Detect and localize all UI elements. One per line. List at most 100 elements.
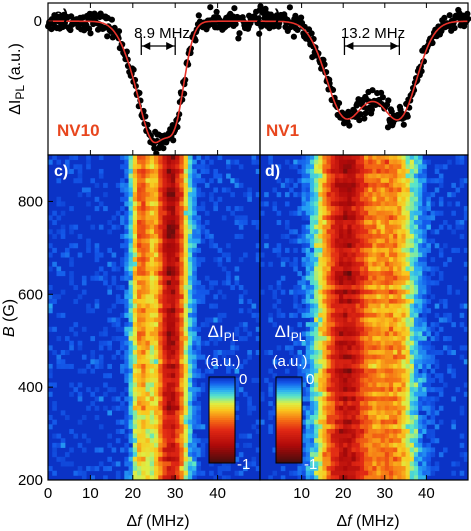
heatmap-cell — [430, 354, 436, 360]
heatmap-cell — [355, 396, 361, 402]
heatmap-cell — [162, 247, 168, 253]
heatmap-cell — [322, 243, 327, 249]
heatmap-cell — [364, 187, 369, 193]
heatmap-cell — [347, 224, 352, 230]
heatmap-cell — [137, 396, 142, 402]
heatmap-cell — [380, 424, 386, 430]
heatmap-cell — [459, 233, 465, 239]
heatmap-cell — [64, 336, 70, 342]
heatmap-cell — [183, 447, 189, 453]
heatmap-cell — [111, 266, 117, 272]
heatmap-cell — [343, 275, 348, 281]
heatmap-cell — [393, 359, 398, 365]
heatmap-cell — [162, 340, 168, 346]
heatmap-cell — [158, 187, 163, 193]
heatmap-cell — [418, 415, 423, 421]
heatmap-cell — [149, 280, 155, 286]
heatmap-cell — [334, 196, 340, 202]
heatmap-cell — [322, 326, 327, 332]
heatmap-cell — [388, 238, 394, 244]
heatmap-cell — [137, 252, 142, 258]
heatmap-cell — [56, 266, 62, 272]
heatmap-cell — [264, 377, 269, 383]
heatmap-cell — [330, 350, 336, 356]
heatmap-cell — [162, 196, 168, 202]
data-point — [81, 27, 88, 34]
heatmap-cell — [226, 280, 231, 286]
heatmap-cell — [314, 345, 319, 351]
data-point — [290, 33, 297, 40]
heatmap-cell — [175, 159, 180, 165]
heatmap-cell — [388, 447, 394, 453]
heatmap-cell — [284, 368, 290, 374]
heatmap-cell — [268, 368, 273, 374]
heatmap-cell — [179, 359, 185, 365]
heatmap-cell — [234, 326, 240, 332]
heatmap-cell — [355, 322, 361, 328]
heatmap-cell — [175, 215, 180, 221]
heatmap-cell — [376, 428, 382, 434]
heatmap-cell — [393, 405, 398, 411]
heatmap-cell — [149, 201, 155, 207]
heatmap-cell — [86, 155, 91, 161]
heatmap-cell — [192, 215, 197, 221]
heatmap-cell — [179, 447, 185, 453]
heatmap-cell — [132, 359, 138, 365]
heatmap-cell — [154, 173, 159, 179]
heatmap-cell — [343, 345, 348, 351]
heatmap-cell — [372, 456, 377, 462]
heatmap-cell — [137, 387, 142, 393]
heatmap-cell — [243, 433, 248, 439]
heatmap-cell — [322, 461, 327, 467]
heatmap-cell — [318, 368, 323, 374]
heatmap-cell — [388, 164, 394, 170]
heatmap-cell — [141, 331, 146, 337]
heatmap-cell — [409, 317, 415, 323]
heatmap-cell — [447, 312, 452, 318]
heatmap-cell — [372, 475, 377, 481]
heatmap-cell — [372, 461, 377, 467]
heatmap-cell — [162, 470, 168, 476]
heatmap-cell — [141, 401, 146, 407]
heatmap-cell — [305, 377, 311, 383]
heatmap-cell — [368, 470, 373, 476]
heatmap-cell — [334, 354, 340, 360]
heatmap-cell — [339, 308, 344, 314]
heatmap-cell — [368, 173, 373, 179]
heatmap-cell — [359, 187, 365, 193]
heatmap-cell — [154, 233, 159, 239]
colorbar-segment — [209, 415, 235, 419]
heatmap-cell — [368, 257, 373, 263]
heatmap-cell — [372, 238, 377, 244]
heatmap-cell — [301, 298, 307, 304]
heatmap-cell — [154, 340, 159, 346]
heatmap-cell — [359, 322, 365, 328]
heatmap-cell — [187, 308, 193, 314]
heatmap-cell — [393, 285, 398, 291]
heatmap-cell — [413, 266, 419, 272]
heatmap-cell — [397, 363, 402, 369]
heatmap-cell — [124, 424, 129, 430]
heatmap-cell — [355, 363, 361, 369]
heatmap-cell — [141, 405, 146, 411]
heatmap-cell — [52, 155, 57, 161]
heatmap-cell — [196, 387, 202, 393]
heatmap-cell — [388, 275, 394, 281]
heatmap-cell — [107, 229, 112, 235]
heatmap-cell — [251, 312, 257, 318]
heatmap-cell — [301, 466, 307, 472]
heatmap-cell — [145, 396, 151, 402]
heatmap-cell — [52, 233, 57, 239]
heatmap-cell — [103, 206, 108, 212]
heatmap-cell — [149, 359, 155, 365]
heatmap-cell — [426, 387, 431, 393]
heatmap-cell — [413, 475, 419, 481]
heatmap-cell — [401, 247, 406, 253]
heatmap-cell — [179, 294, 185, 300]
heatmap-cell — [154, 215, 159, 221]
heatmap-cell — [243, 192, 248, 198]
heatmap-cell — [77, 340, 83, 346]
heatmap-cell — [359, 173, 365, 179]
heatmap-cell — [426, 377, 431, 383]
heatmap-cell — [426, 428, 431, 434]
